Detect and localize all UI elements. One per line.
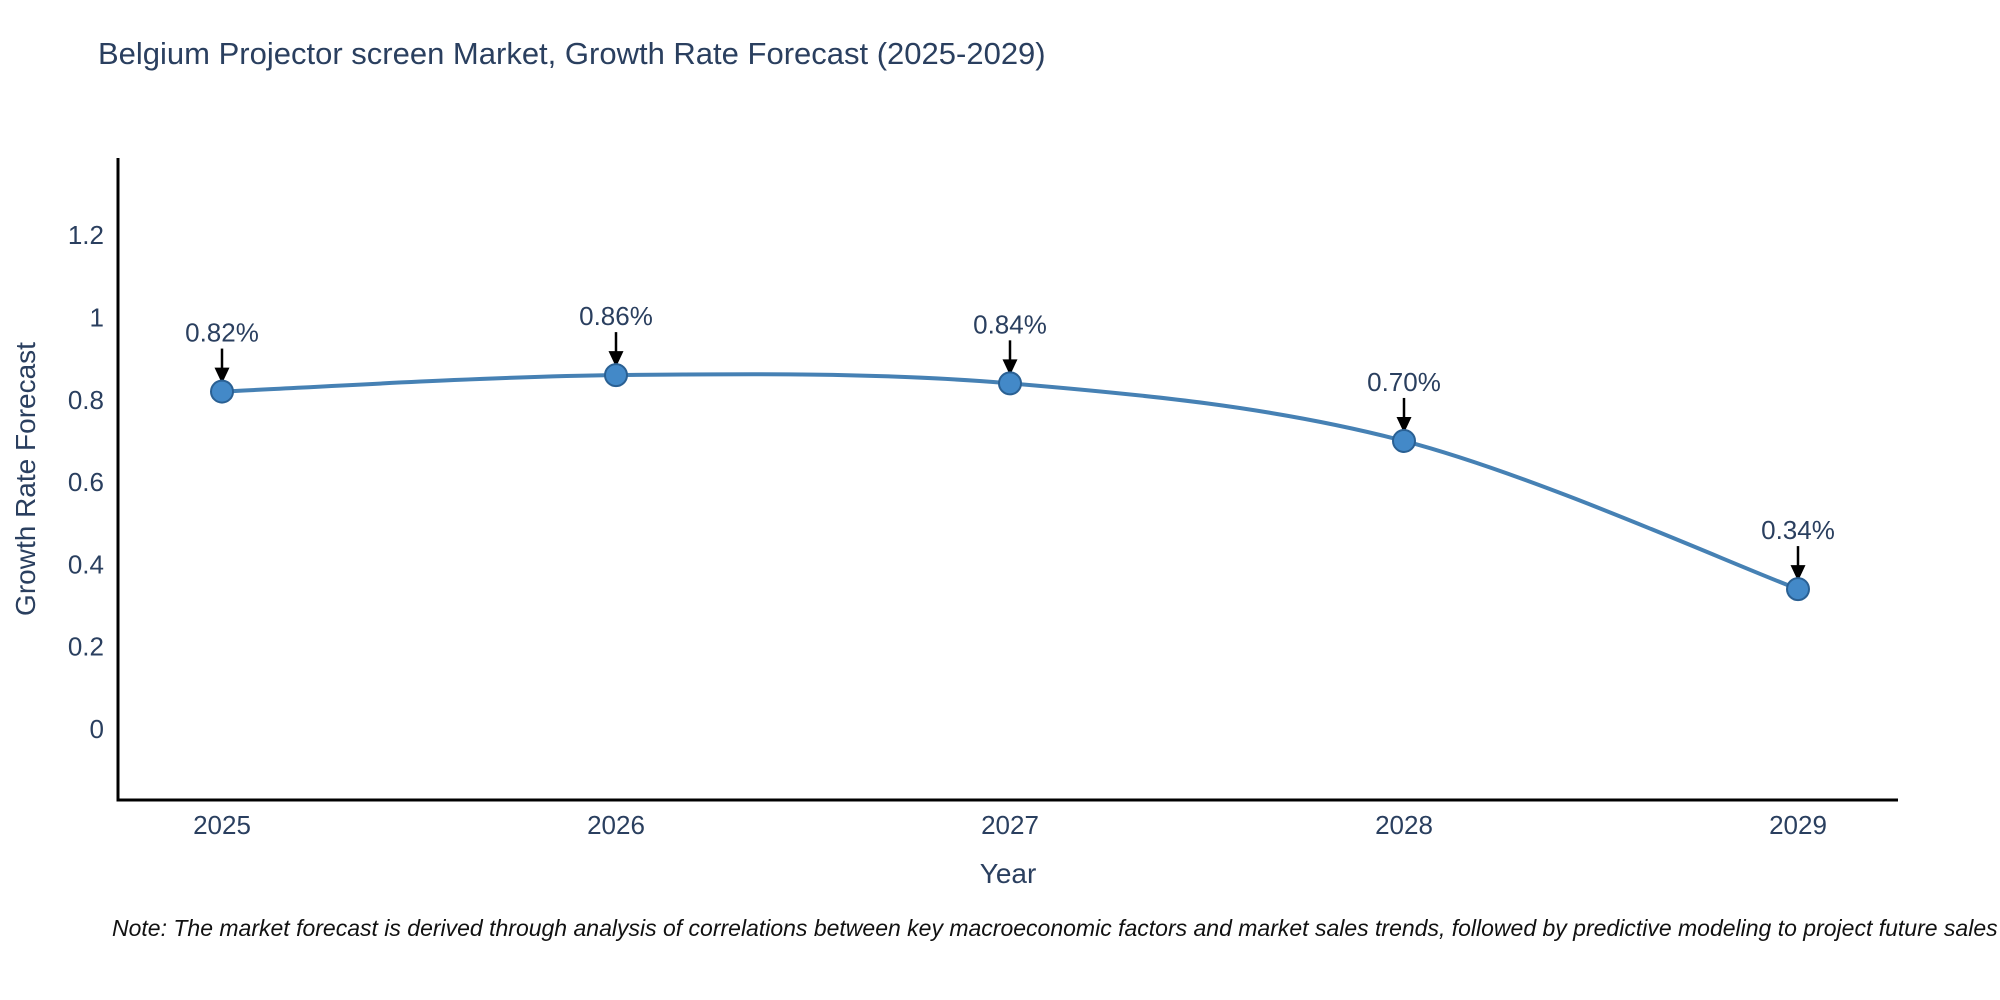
data-point-marker [998,371,1022,396]
annotation-arrowhead [608,351,624,368]
annotation-label: 0.70% [1367,367,1441,397]
annotation-arrowhead [1002,359,1018,376]
annotation-label: 0.84% [973,309,1047,339]
annotation-label: 0.34% [1761,515,1835,545]
y-tick-label: 1 [90,303,104,333]
data-point-marker [210,379,234,404]
annotation-label: 0.86% [579,301,653,331]
x-tick-label: 2027 [981,810,1039,840]
y-tick-label: 1.2 [68,220,104,250]
annotation-arrowhead [1396,416,1412,433]
footnote: Note: The market forecast is derived thr… [112,915,1998,941]
y-tick-label: 0.4 [68,549,104,579]
chart-title: Belgium Projector screen Market, Growth … [98,36,1046,71]
annotation-arrowhead [214,367,230,384]
y-tick-label: 0.6 [68,467,104,497]
data-point-marker [1786,577,1810,602]
y-tick-label: 0.2 [68,632,104,662]
x-tick-label: 2029 [1769,810,1827,840]
annotation-label: 0.82% [185,318,259,348]
annotation-arrowhead [1790,565,1806,582]
y-tick-label: 0.8 [68,385,104,415]
x-tick-label: 2025 [193,810,251,840]
y-tick-label: 0 [90,714,104,744]
trend-line [220,372,1800,592]
x-axis-title: Year [979,858,1037,889]
x-tick-label: 2028 [1375,810,1433,840]
x-tick-label: 2026 [587,810,645,840]
data-point-marker [1392,428,1416,453]
data-point-marker [604,363,628,388]
